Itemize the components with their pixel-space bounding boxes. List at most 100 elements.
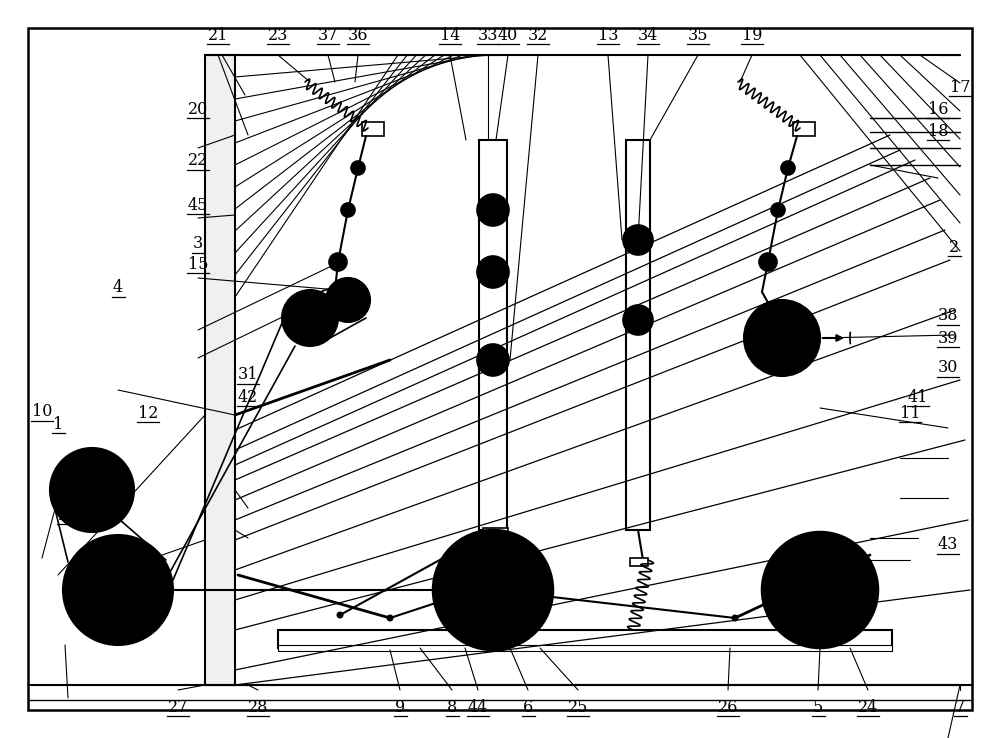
Text: 29: 29 <box>58 506 78 524</box>
Text: 27: 27 <box>168 698 188 716</box>
Bar <box>362 122 384 136</box>
Circle shape <box>759 253 777 271</box>
Text: 32: 32 <box>528 27 548 44</box>
Bar <box>793 122 815 136</box>
Circle shape <box>451 548 535 632</box>
Text: 17: 17 <box>950 78 970 96</box>
Circle shape <box>771 203 785 217</box>
Text: 37: 37 <box>318 27 338 44</box>
Text: 4: 4 <box>113 279 123 297</box>
Text: 28: 28 <box>248 698 268 716</box>
Circle shape <box>817 587 823 593</box>
Text: 41: 41 <box>908 388 928 406</box>
Text: 7: 7 <box>955 698 965 716</box>
Bar <box>205 55 235 685</box>
Bar <box>278 645 892 651</box>
Circle shape <box>151 587 157 593</box>
Circle shape <box>329 253 347 271</box>
Circle shape <box>282 290 338 346</box>
Text: 12: 12 <box>138 404 158 422</box>
Circle shape <box>346 208 350 212</box>
Circle shape <box>477 194 509 226</box>
Text: 38: 38 <box>938 307 958 325</box>
Text: 39: 39 <box>938 329 958 347</box>
Text: 40: 40 <box>498 27 518 44</box>
Circle shape <box>806 576 834 604</box>
Circle shape <box>623 305 653 335</box>
Circle shape <box>744 300 820 376</box>
Circle shape <box>336 612 344 618</box>
Text: 31: 31 <box>238 366 258 384</box>
Text: 5: 5 <box>813 698 823 716</box>
Text: 10: 10 <box>32 403 52 421</box>
Circle shape <box>386 615 394 621</box>
Circle shape <box>356 166 360 170</box>
Text: 3: 3 <box>193 235 203 252</box>
Circle shape <box>341 203 355 217</box>
Text: 13: 13 <box>598 27 618 44</box>
Circle shape <box>490 587 496 593</box>
Text: 15: 15 <box>188 255 208 273</box>
Text: 36: 36 <box>348 27 368 44</box>
Circle shape <box>490 357 496 362</box>
Text: 42: 42 <box>238 388 258 406</box>
Circle shape <box>786 166 790 170</box>
Text: 16: 16 <box>928 100 948 118</box>
Circle shape <box>335 287 361 313</box>
Text: 34: 34 <box>638 27 658 44</box>
Circle shape <box>326 278 370 322</box>
Circle shape <box>292 300 328 336</box>
Text: 22: 22 <box>188 152 208 170</box>
Circle shape <box>50 448 134 532</box>
Text: 6: 6 <box>523 698 533 716</box>
Circle shape <box>478 575 508 605</box>
Circle shape <box>433 530 553 650</box>
Circle shape <box>490 207 496 213</box>
Circle shape <box>779 335 785 341</box>
Circle shape <box>346 298 350 302</box>
Bar <box>630 558 648 566</box>
Bar <box>626 140 650 530</box>
Text: 19: 19 <box>742 27 762 44</box>
Text: 43: 43 <box>938 536 958 554</box>
Text: 20: 20 <box>188 100 208 118</box>
Bar <box>479 140 507 530</box>
Circle shape <box>781 161 795 175</box>
Text: 30: 30 <box>938 359 958 376</box>
Circle shape <box>477 344 509 376</box>
Circle shape <box>776 208 780 212</box>
Circle shape <box>766 322 798 354</box>
Circle shape <box>780 550 860 630</box>
Circle shape <box>351 161 365 175</box>
Text: 9: 9 <box>395 698 405 716</box>
Circle shape <box>477 256 509 288</box>
Text: 35: 35 <box>688 27 708 44</box>
Text: 11: 11 <box>900 404 920 422</box>
Text: 26: 26 <box>718 698 738 716</box>
Text: 1: 1 <box>53 415 63 433</box>
Text: 23: 23 <box>268 27 288 44</box>
Circle shape <box>766 260 770 264</box>
Bar <box>278 630 892 648</box>
Text: 24: 24 <box>858 698 878 716</box>
Text: 14: 14 <box>440 27 460 44</box>
Circle shape <box>636 317 640 323</box>
Circle shape <box>65 463 119 517</box>
Circle shape <box>636 238 640 243</box>
Text: 21: 21 <box>208 27 228 44</box>
Circle shape <box>63 535 173 645</box>
Bar <box>483 528 508 538</box>
Circle shape <box>336 260 340 264</box>
Text: 33: 33 <box>478 27 498 44</box>
Text: 44: 44 <box>468 698 488 716</box>
Text: 8: 8 <box>447 698 457 716</box>
Text: 45: 45 <box>188 196 208 214</box>
Circle shape <box>762 532 878 648</box>
Text: 2: 2 <box>949 238 959 256</box>
Circle shape <box>732 615 738 621</box>
Circle shape <box>82 554 154 626</box>
Circle shape <box>490 269 496 275</box>
Text: 25: 25 <box>568 698 588 716</box>
Circle shape <box>623 225 653 255</box>
Text: 18: 18 <box>928 123 948 140</box>
